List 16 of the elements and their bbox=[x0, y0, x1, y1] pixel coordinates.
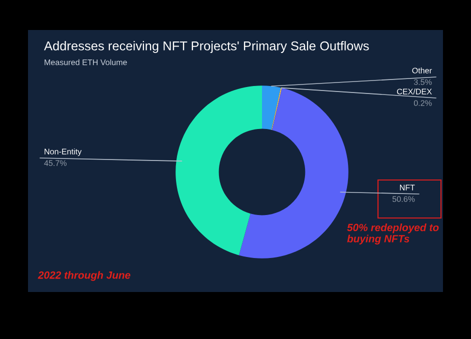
donut-slice bbox=[262, 86, 281, 130]
slice-label: Non-Entity bbox=[44, 148, 82, 156]
data-label: 45.7% bbox=[44, 160, 67, 166]
chart-title: Addresses receiving NFT Projects' Primary Sale Outflows bbox=[44, 41, 369, 53]
text: 50% redeployed to buying NFTs bbox=[347, 224, 439, 244]
slice-label: NFT bbox=[400, 184, 415, 190]
text: 2022 through June bbox=[38, 271, 130, 281]
data-label: 50.6% bbox=[392, 196, 415, 202]
slice-label: Other bbox=[412, 67, 432, 74]
data-label: 0.2% bbox=[414, 100, 432, 106]
chart-subtitle: Measured ETH Volume bbox=[44, 59, 127, 66]
donut-slice bbox=[238, 88, 348, 258]
donut-slice bbox=[271, 88, 282, 130]
data-label: 3.5% bbox=[414, 79, 432, 85]
donut-slice bbox=[176, 86, 262, 256]
slice-label: CEX/DEX bbox=[397, 88, 432, 94]
